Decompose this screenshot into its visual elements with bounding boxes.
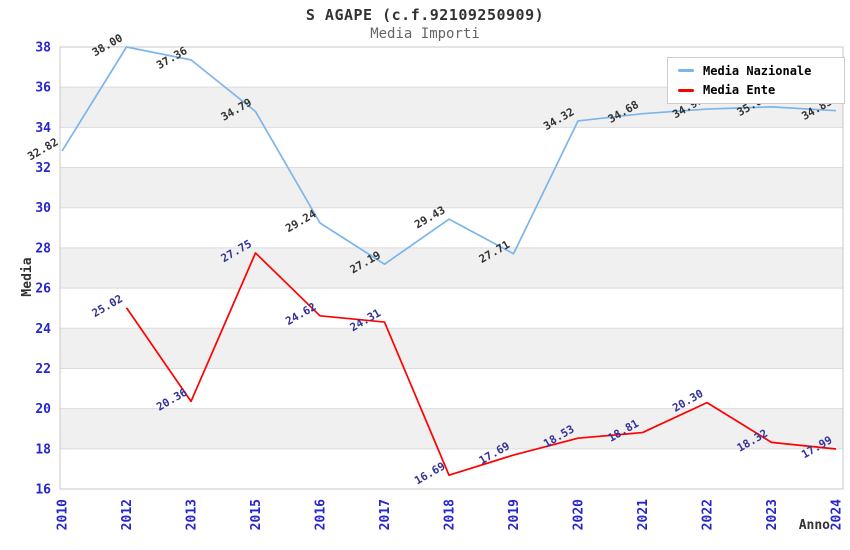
x-tick-label: 2012 xyxy=(120,499,135,530)
x-tick-label: 2016 xyxy=(314,499,329,530)
x-tick-label: 2024 xyxy=(830,499,845,530)
x-tick-label: 2022 xyxy=(701,499,716,530)
x-tick-label: 2013 xyxy=(185,499,200,530)
series-line-media-nazionale xyxy=(61,46,837,266)
plot-border xyxy=(59,46,844,490)
y-axis-title: Media xyxy=(20,257,35,296)
plot-band xyxy=(60,408,843,449)
x-axis-title: Anno xyxy=(799,518,830,533)
x-tick-label: 2010 xyxy=(56,499,71,530)
legend-item-label: Media Nazionale xyxy=(703,63,812,78)
data-label: 37.36 xyxy=(154,44,190,72)
x-tick-label: 2017 xyxy=(378,499,393,530)
y-tick-label: 24 xyxy=(35,322,51,337)
x-tick-label: 2019 xyxy=(507,499,522,530)
y-tick-label: 16 xyxy=(35,483,51,498)
legend-item-media-ente[interactable]: Media Ente xyxy=(678,83,844,97)
data-label: 24.62 xyxy=(283,300,318,328)
legend-item-media-nazionale[interactable]: Media Nazionale xyxy=(678,64,844,78)
y-tick-label: 22 xyxy=(35,362,51,377)
y-tick-label: 32 xyxy=(35,161,51,176)
chart-title: S AGAPE (c.f.92109250909) xyxy=(305,6,545,24)
y-tick-label: 18 xyxy=(35,442,51,457)
x-tick-label: 2015 xyxy=(249,499,264,530)
data-label: 32.82 xyxy=(25,135,60,163)
legend-marker-media-ente xyxy=(678,88,694,92)
y-tick-label: 36 xyxy=(35,81,51,96)
data-label: 16.69 xyxy=(412,459,447,487)
y-tick-label: 30 xyxy=(35,201,51,216)
x-tick-label: 2023 xyxy=(765,499,780,530)
y-tick-label: 38 xyxy=(35,41,51,56)
x-tick-label: 2020 xyxy=(572,499,587,530)
y-tick-label: 26 xyxy=(35,282,51,297)
plot-band xyxy=(60,247,843,289)
legend-item-label: Media Ente xyxy=(703,83,776,98)
chart-subtitle: Media Importi xyxy=(370,26,480,42)
x-tick-label: 2018 xyxy=(443,499,458,530)
y-tick-label: 28 xyxy=(35,241,51,256)
y-tick-label: 34 xyxy=(35,121,51,136)
data-label: 29.24 xyxy=(283,207,319,235)
legend-marker-media-nazionale xyxy=(678,69,694,73)
series-line-media-ente xyxy=(125,252,837,476)
plot-band xyxy=(60,328,843,369)
x-tick-label: 2021 xyxy=(636,499,651,530)
y-tick-label: 20 xyxy=(35,402,51,417)
data-label: 38.00 xyxy=(90,31,125,59)
plot-band xyxy=(60,167,843,208)
legend: Media Nazionale Media Ente xyxy=(667,57,845,104)
data-label: 25.02 xyxy=(90,292,125,320)
